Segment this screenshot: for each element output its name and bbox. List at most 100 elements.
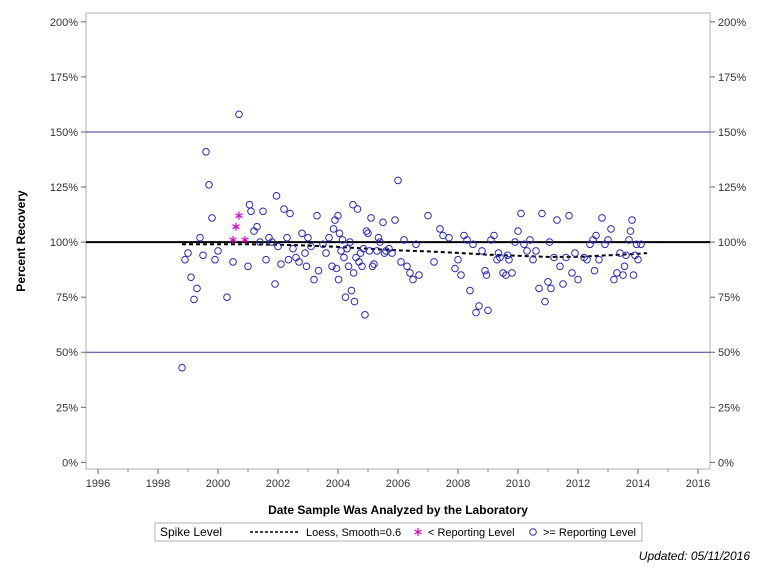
ge-reporting-point [553,216,561,224]
ge-reporting-point [349,269,358,277]
ge-reporting-point [334,275,343,284]
lt-reporting-point [241,235,249,244]
reference-lines [86,131,710,353]
x-tick-label: 2006 [386,478,410,490]
lt-reporting-points [229,211,249,244]
ge-reporting-point [511,238,519,246]
x-tick-label: 2008 [446,478,470,490]
ge-reporting-point [607,225,615,233]
ge-reporting-point [353,205,362,213]
x-tick-label: 2010 [506,478,530,490]
x-tick-label: 1998 [146,478,170,490]
ge-reporting-point [436,225,444,233]
ge-reporting-point [482,271,491,279]
ge-reporting-point [268,238,276,246]
ge-reporting-point [338,236,347,244]
ge-reporting-point [532,247,540,255]
ge-reporting-point [211,255,219,264]
ge-reporting-point [490,231,498,240]
ge-reporting-point [430,258,438,266]
ge-reporting-point [272,192,281,200]
ge-reporting-point [394,176,402,185]
legend-star-marker [414,528,422,536]
updated-footnote: Updated: 05/11/2016 [639,549,751,563]
legend: Spike Level Loess, Smooth=0.6 < Reportin… [154,522,643,542]
y-tick-label-left: 25% [56,402,78,414]
y-tick-label-right: 50% [718,347,740,359]
x-tick-label: 2000 [206,478,230,490]
ge-reporting-point [286,209,294,218]
ge-reporting-point [547,284,555,293]
ge-reporting-point [457,271,465,279]
ge-reporting-point [307,242,315,251]
ge-reporting-point [472,308,480,317]
y-tick-label-right: 200% [718,17,746,29]
ge-reporting-point [545,238,554,246]
ge-reporting-point [634,255,642,264]
ge-reporting-point [349,200,357,209]
ge-reporting-point [329,225,338,233]
y-tick-label-left: 75% [56,292,78,304]
ge-reporting-point [481,266,489,275]
ge-reporting-point [454,255,462,264]
ge-reporting-point [178,363,186,372]
ge-reporting-point [556,262,564,271]
ge-reporting-point [535,284,543,293]
ge-reporting-point [376,238,384,246]
ge-reporting-point [367,214,375,222]
ge-reporting-point [343,244,351,253]
ge-reporting-point [364,229,372,238]
ge-reporting-point [274,242,282,251]
ge-reporting-point [190,295,198,304]
ge-reporting-point [632,240,641,249]
ge-reporting-point [637,240,645,249]
ge-reporting-point [538,209,546,218]
x-tick-label: 1996 [86,478,110,490]
ge-reporting-point [214,247,222,255]
ge-reporting-point [469,240,477,249]
ge-reporting-point [517,209,525,218]
ge-reporting-point [568,269,576,277]
ge-reporting-point [298,229,306,238]
ge-reporting-point [341,293,350,302]
ge-reporting-point [529,255,537,264]
lt-reporting-point [232,222,240,231]
ge-reporting-point [574,275,582,284]
ge-reporting-point [373,247,381,255]
ge-reporting-point [325,233,333,242]
ge-reporting-point [253,222,261,231]
ge-reporting-point [466,286,474,295]
ge-reporting-point [379,218,387,227]
ge-reporting-point [622,251,630,260]
y-tick-label-right: 125% [718,182,746,194]
ge-reporting-point [368,262,377,271]
ge-reporting-point [523,247,531,255]
ge-reporting-point [184,249,192,257]
ge-reporting-point [346,238,354,246]
ge-reporting-point [620,262,629,271]
ge-reporting-point [503,251,512,260]
ge-reporting-point [415,271,423,279]
ge-reporting-point [223,293,231,302]
y-axis-right: 0% 25% 50% 75% 100% 125% 150% 175% 200% [710,17,746,469]
ge-reporting-point [604,236,612,244]
ge-reporting-point [374,233,383,242]
y-tick-label-left: 100% [50,237,78,249]
ge-reporting-point [295,258,303,266]
ge-reporting-point [484,306,492,315]
ge-reporting-point [244,262,252,271]
y-tick-label-left: 125% [50,182,78,194]
ge-reporting-point [313,211,321,220]
ge-reporting-point [400,236,408,244]
ge-reporting-point [445,233,453,242]
ge-reporting-point [550,253,558,262]
ge-reporting-point [626,227,635,235]
ge-reporting-point [283,233,291,242]
ge-reporting-point [358,262,366,271]
ge-reporting-point [544,278,552,286]
ge-reporting-point [475,302,483,310]
ge-reporting-point [565,211,573,220]
ge-reporting-point [193,284,201,293]
ge-reporting-point [370,260,378,268]
